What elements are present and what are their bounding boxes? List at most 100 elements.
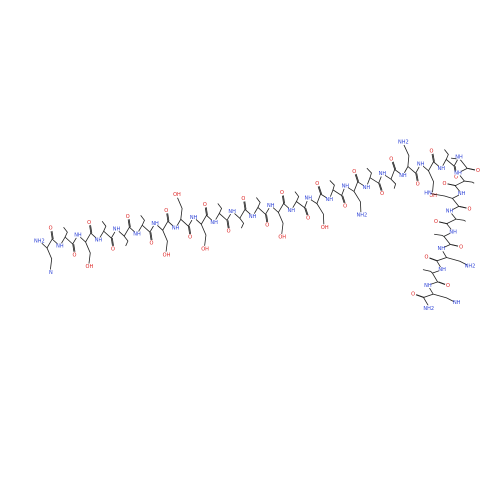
carbonyl-bond <box>204 206 207 216</box>
carbonyl-bond <box>341 195 345 205</box>
nitrogen-label: NH <box>342 183 350 189</box>
nitrogen-label: NH <box>287 208 295 214</box>
side-chain-label-bg <box>47 269 55 276</box>
oxygen-label: O <box>126 214 130 220</box>
carbonyl-bond <box>227 220 230 230</box>
nitrogen-label-bg <box>417 160 424 168</box>
side-chain-label-bg <box>424 189 432 197</box>
side-chain <box>428 170 434 193</box>
nitrogen-label: NH <box>458 191 466 197</box>
nitrogen-label: NH <box>95 238 103 244</box>
nitrogen-label-bg <box>342 182 349 190</box>
carbonyl-bond <box>90 224 93 234</box>
side-chain-label-bg <box>400 138 407 146</box>
side-chain <box>177 197 183 220</box>
side-chain <box>433 293 455 303</box>
carbonyl-bond <box>305 207 309 217</box>
oxygen-label: O <box>389 157 393 163</box>
oxygen-label-bg <box>432 218 440 225</box>
side-chain-label: OH <box>278 235 286 241</box>
oxygen-label: O <box>203 202 207 208</box>
side-chain <box>123 235 129 247</box>
carbonyl-bond <box>111 238 115 248</box>
side-chain <box>101 221 107 232</box>
carbonyl-bond <box>243 200 246 210</box>
oxygen-label: O <box>280 190 284 196</box>
carbonyl-bond <box>429 257 438 262</box>
carbonyl-bond <box>431 152 434 162</box>
carbonyl-bond <box>281 194 284 204</box>
nitrogen-label: NH <box>417 162 425 168</box>
oxygen-label: O <box>476 168 480 174</box>
oxygen-label: O <box>265 223 269 229</box>
side-chain <box>434 233 445 237</box>
side-chain-label: N <box>49 270 53 276</box>
oxygen-label-bg <box>423 253 430 261</box>
nitrogen-label-bg <box>305 194 312 202</box>
carbonyl-bond <box>342 195 346 205</box>
oxygen-label-bg <box>341 202 349 210</box>
oxygen-label: O <box>352 169 356 175</box>
oxygen-label: O <box>227 229 231 235</box>
carbonyl-bond <box>378 183 382 192</box>
carbonyl-bond <box>318 185 322 195</box>
nitrogen-label: NH <box>249 214 257 220</box>
carbonyl-bond <box>304 207 308 217</box>
side-chain-label: OH <box>173 192 181 198</box>
nitrogen-label: NH <box>133 232 141 238</box>
nitrogen-label: NH <box>449 229 457 235</box>
nitrogen-label-bg <box>228 208 236 215</box>
carbonyl-bond <box>355 173 360 182</box>
side-chain <box>256 197 261 208</box>
carbonyl-bond <box>391 160 396 170</box>
carbonyl-bond <box>149 232 152 242</box>
oxygen-label: O <box>459 244 463 250</box>
oxygen-label: O <box>416 181 420 187</box>
nitrogen-label-bg <box>363 184 370 191</box>
carbonyl-bond <box>432 152 435 162</box>
nitrogen-label: NH <box>379 171 387 177</box>
nitrogen-label-bg <box>172 224 179 232</box>
carbonyl-bond <box>447 183 457 187</box>
side-chain <box>162 230 168 252</box>
nitrogen-label: NH <box>437 246 445 252</box>
carbonyl-bond <box>150 232 153 242</box>
backbone <box>39 156 468 307</box>
oxygen-label: O <box>442 181 446 187</box>
side-chain-label-bg <box>163 251 170 259</box>
side-chain <box>464 180 475 184</box>
nitrogen-label: NH <box>424 283 432 289</box>
oxygen-label: O <box>454 174 458 180</box>
side-chain <box>316 203 325 225</box>
side-chain <box>444 149 449 160</box>
carbonyl-bond <box>392 160 397 170</box>
side-chain <box>46 247 53 270</box>
oxygen-label-bg <box>474 167 482 174</box>
nitrogen-label-bg <box>458 190 465 197</box>
nitrogen-label-bg <box>399 172 407 179</box>
nitrogen-label: NH <box>446 209 454 215</box>
oxygen-label-bg <box>264 222 271 229</box>
carbonyl-bond <box>415 173 418 183</box>
side-chain <box>430 193 453 199</box>
nitrogen-label: NH <box>74 233 82 239</box>
side-chain <box>63 226 68 238</box>
oxygen-label: O <box>188 235 192 241</box>
oxygen-label-bg <box>148 239 155 247</box>
side-chain <box>403 144 410 167</box>
oxygen-label-bg <box>441 180 448 187</box>
carbonyl-bond <box>416 173 419 183</box>
oxygen-label: O <box>446 283 450 289</box>
carbonyl-bond <box>166 212 169 222</box>
side-chain-label-bg <box>86 263 93 270</box>
side-chain <box>390 178 397 189</box>
nitrogen-label: NH <box>113 227 121 233</box>
nitrogen-label-bg <box>446 207 453 215</box>
nitrogen-label-bg <box>133 230 141 238</box>
oxygen-label-bg <box>85 219 93 226</box>
oxygen-label: O <box>150 241 154 247</box>
oxygen-label-bg <box>378 190 386 197</box>
carbonyl-bond <box>354 173 359 182</box>
side-chain-label-bg <box>201 245 209 253</box>
side-chain <box>217 203 223 214</box>
